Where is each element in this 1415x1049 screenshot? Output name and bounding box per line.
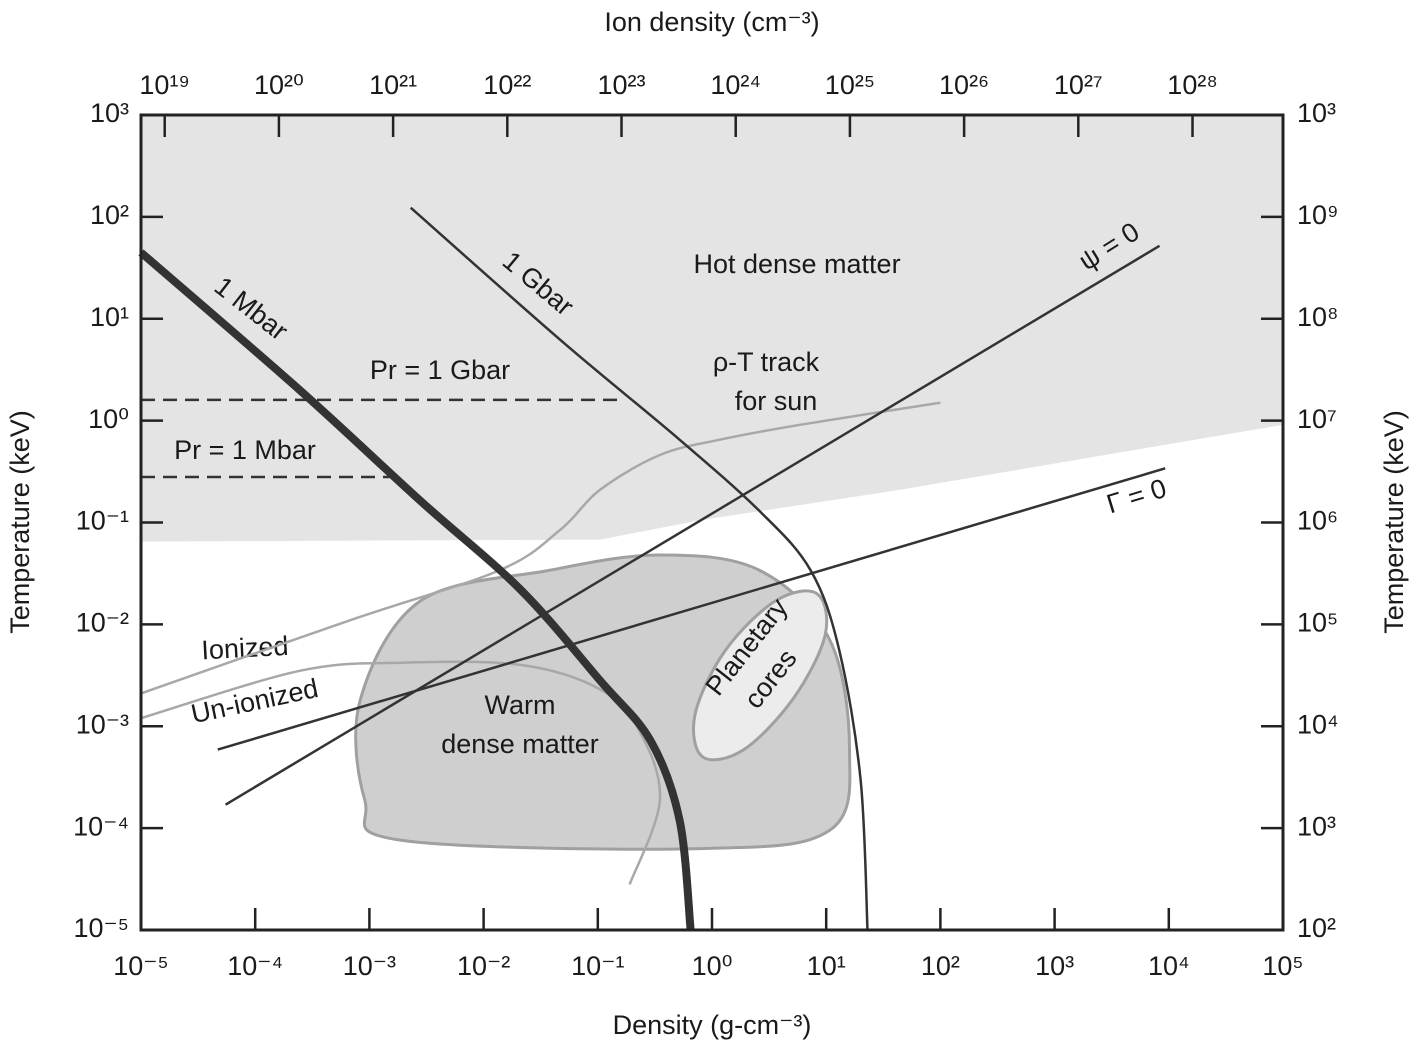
x2-tick-label: 10²⁵ [825,70,875,100]
x-tick-label: 10¹ [807,951,846,981]
x2-tick-label: 10¹⁹ [139,70,190,100]
x-tick-label: 10⁻³ [343,951,396,981]
y2-tick-label: 10³ [1297,811,1336,841]
curve [140,660,662,885]
y-tick-label: 10⁻² [76,608,129,638]
y-tick-label: 10⁰ [88,404,129,434]
region-label: Warm [485,690,556,720]
x-axis-title: Density (g-cm⁻³) [613,1010,812,1040]
x-tick-label: 10⁻¹ [571,951,624,981]
curve [224,244,1161,806]
x-tick-label: 10⁻⁴ [227,951,283,981]
x-tick-label: 10⁰ [692,951,733,981]
x-tick-label: 10⁻² [457,951,510,981]
y2-tick-label: 10⁸ [1297,302,1338,332]
y-tick-label: 10⁻⁵ [74,913,129,943]
curve-label: Γ = 0 [1103,473,1170,519]
curve-label: Pr = 1 Gbar [370,355,510,385]
x2-axis-title: Ion density (cm⁻³) [604,7,819,37]
y-axis-title: Temperature (keV) [5,410,35,634]
y-tick-label: 10⁻¹ [76,506,129,536]
x2-tick-label: 10²⁰ [254,70,304,100]
y2-tick-label: 10⁵ [1297,608,1338,638]
y-tick-label: 10⁻⁴ [73,811,129,841]
region-label: dense matter [441,729,599,759]
x2-tick-label: 10²⁷ [1054,70,1103,100]
x2-tick-label: 10²⁸ [1167,70,1217,100]
x2-tick-label: 10²⁴ [710,70,761,100]
y2-tick-label: 10⁷ [1297,404,1337,434]
y-tick-label: 10³ [90,98,129,128]
curve [217,467,1166,751]
region [354,553,852,851]
y2-tick-label: 10⁹ [1297,200,1339,230]
region-label: Hot dense matter [693,249,900,279]
x2-tick-label: 10²¹ [369,70,417,100]
y2-axis-title: Temperature (keV) [1379,410,1409,634]
curve-label: Ionized [201,631,290,666]
y2-tick-label: 10⁶ [1297,506,1338,536]
curve [409,206,869,931]
y-tick-label: 10² [90,200,129,230]
x-tick-label: 10⁻⁵ [113,951,168,981]
y2-tick-label: 10⁴ [1297,709,1339,739]
curve-label: ρ-T track [713,347,820,377]
x2-tick-label: 10²² [483,70,531,100]
x-tick-label: 10² [921,951,960,981]
region [141,115,1283,542]
y-tick-label: 10⁻³ [76,709,129,739]
curve [140,401,941,695]
y2-tick-label: 10³ [1297,98,1336,128]
curve-label: for sun [735,386,818,416]
region [692,589,829,762]
y-tick-label: 10¹ [90,302,129,332]
x2-tick-label: 10²³ [598,70,646,100]
x-tick-label: 10⁵ [1262,951,1303,981]
curve-label: Pr = 1 Mbar [174,435,316,465]
y2-tick-label: 10² [1297,913,1336,943]
x-tick-label: 10³ [1035,951,1074,981]
x-tick-label: 10⁴ [1148,951,1190,981]
curve [138,249,695,931]
x2-tick-label: 10²⁶ [939,70,989,100]
